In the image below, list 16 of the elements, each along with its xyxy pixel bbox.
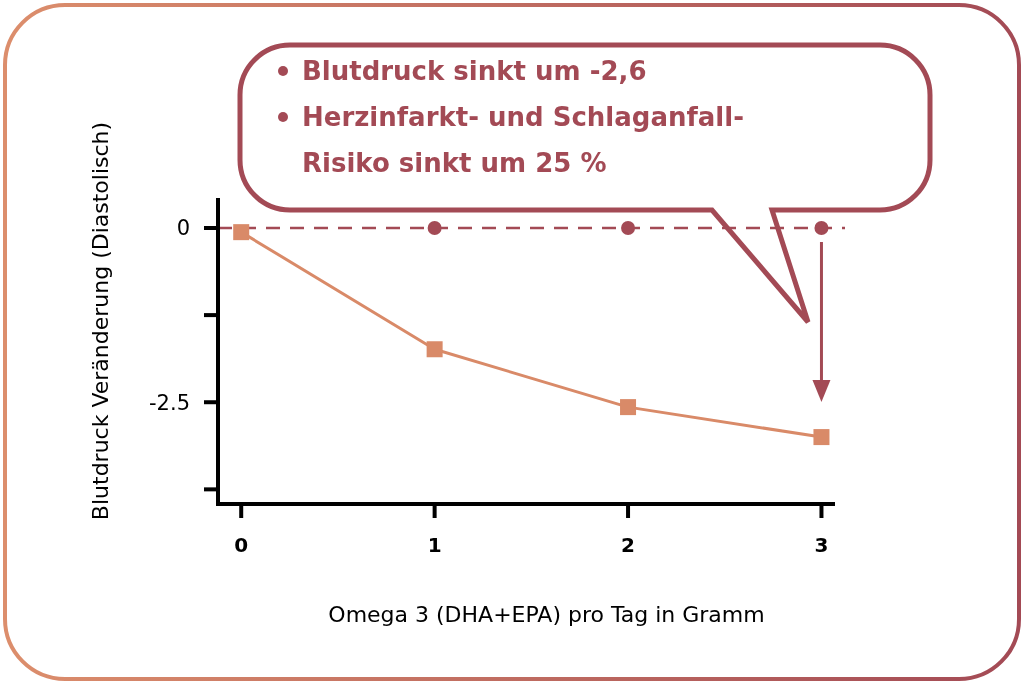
point	[427, 220, 442, 235]
x-tick-label: 1	[427, 533, 442, 557]
point	[426, 341, 443, 358]
x-tick-label: 2	[621, 533, 635, 557]
y-tick-label: -2.5	[149, 390, 190, 415]
point	[814, 220, 829, 235]
text: Herzinfarkt- und Schlaganfall-Risiko sinkt um 25 %	[302, 102, 744, 178]
text: Blutdruck sinkt um -2,6	[302, 56, 647, 86]
point	[621, 220, 636, 235]
y-axis-title: Blutdruck Veränderung (Diastolisch)	[88, 121, 113, 521]
x-tick-label: 0	[234, 533, 249, 557]
point	[620, 399, 637, 416]
x-tick-label: 3	[814, 533, 829, 557]
point	[233, 224, 250, 241]
x-axis-title: Omega 3 (DHA+EPA) pro Tag in Gramm	[328, 602, 765, 627]
point	[813, 429, 830, 446]
